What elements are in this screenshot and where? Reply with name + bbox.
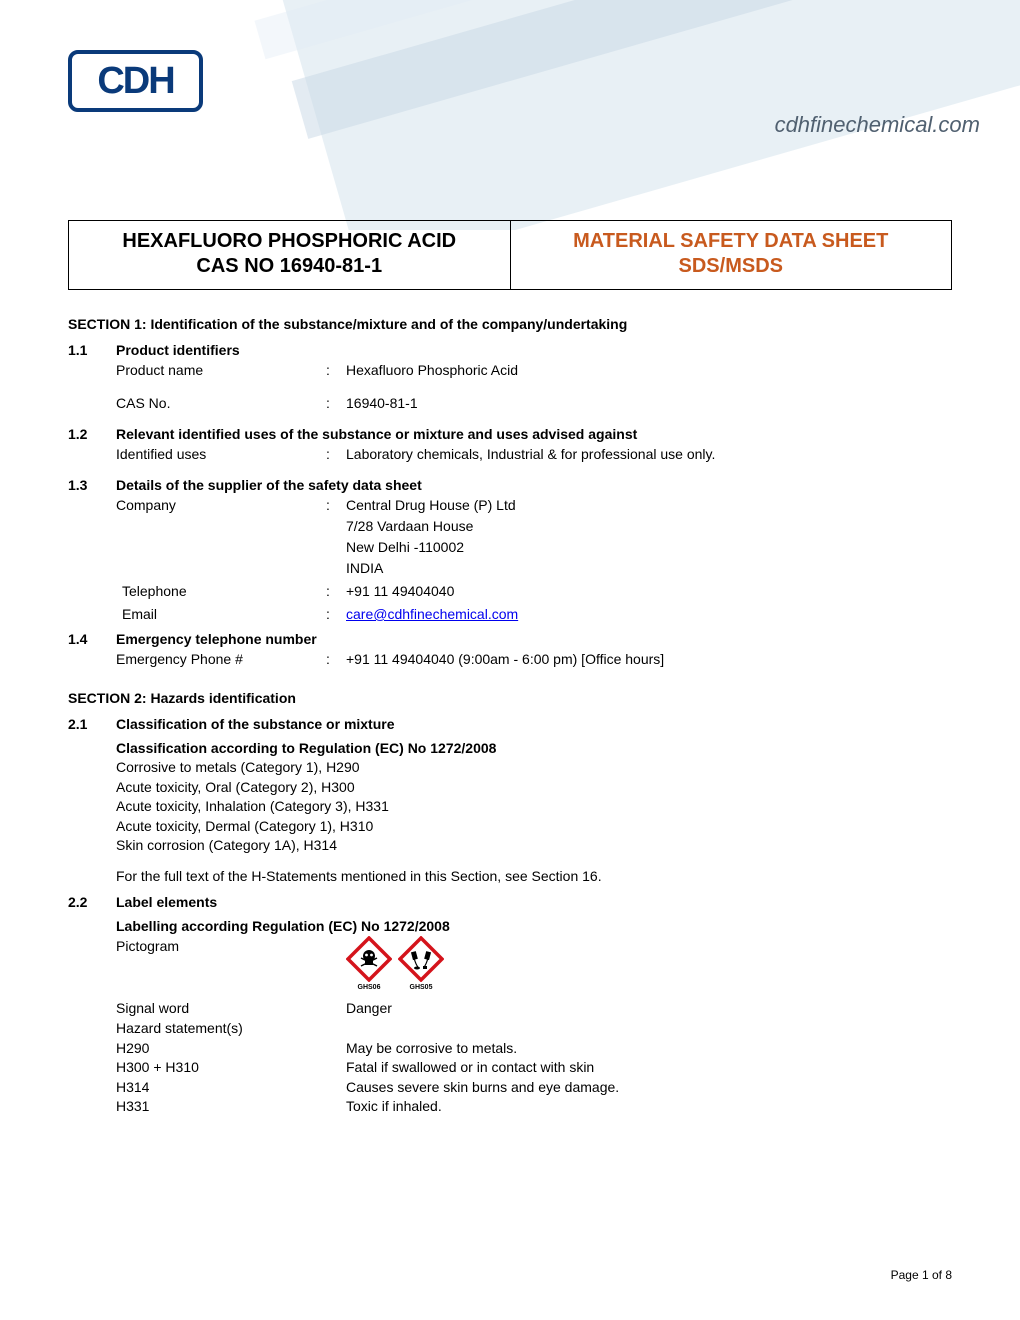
subsection-title: Classification of the substance or mixtu… xyxy=(116,716,952,732)
title-box: HEXAFLUORO PHOSPHORIC ACID CAS NO 16940-… xyxy=(68,220,952,290)
signal-word-value: Danger xyxy=(346,999,952,1019)
identified-uses-label: Identified uses xyxy=(116,444,326,465)
hazard-statement-row: H300 + H310Fatal if swallowed or in cont… xyxy=(116,1058,952,1078)
product-title-line1: HEXAFLUORO PHOSPHORIC ACID xyxy=(75,229,504,254)
subsection-title: Product identifiers xyxy=(116,342,952,358)
colon: : xyxy=(326,604,346,625)
colon: : xyxy=(326,393,346,414)
subsection-number: 1.3 xyxy=(68,477,116,627)
document-content: HEXAFLUORO PHOSPHORIC ACID CAS NO 16940-… xyxy=(0,0,1020,1117)
section2-heading: SECTION 2: Hazards identification xyxy=(68,690,952,706)
subsection-title: Emergency telephone number xyxy=(116,631,952,647)
company-value: Central Drug House (P) Ltd 7/28 Vardaan … xyxy=(346,495,952,579)
h-statement-note: For the full text of the H-Statements me… xyxy=(116,868,952,884)
cas-value: 16940-81-1 xyxy=(346,393,952,414)
hazard-code: H314 xyxy=(116,1078,346,1098)
product-name-label: Product name xyxy=(116,360,326,381)
page-footer: Page 1 of 8 xyxy=(891,1268,952,1282)
classifications-list: Corrosive to metals (Category 1), H290Ac… xyxy=(116,758,952,856)
msds-title-line2: SDS/MSDS xyxy=(517,254,946,279)
hazard-text: Causes severe skin burns and eye damage. xyxy=(346,1078,952,1098)
pictograms: GHS06 GHS05 xyxy=(346,936,952,994)
hazard-statements-list: H290May be corrosive to metals.H300 + H3… xyxy=(116,1039,952,1117)
classification-item: Skin corrosion (Category 1A), H314 xyxy=(116,836,952,856)
hazard-text: Toxic if inhaled. xyxy=(346,1097,952,1117)
product-title-line2: CAS NO 16940-81-1 xyxy=(75,254,504,279)
signal-word-label: Signal word xyxy=(116,999,346,1019)
telephone-value: +91 11 49404040 xyxy=(346,581,952,602)
company-label: Company xyxy=(116,495,326,579)
emergency-phone-value: +91 11 49404040 (9:00am - 6:00 pm) [Offi… xyxy=(346,649,952,670)
msds-title-line1: MATERIAL SAFETY DATA SHEET xyxy=(517,229,946,254)
hazard-code: H331 xyxy=(116,1097,346,1117)
cas-label: CAS No. xyxy=(116,393,326,414)
emergency-phone-label: Emergency Phone # xyxy=(116,649,326,670)
hazard-statement-row: H314Causes severe skin burns and eye dam… xyxy=(116,1078,952,1098)
title-left: HEXAFLUORO PHOSPHORIC ACID CAS NO 16940-… xyxy=(69,221,511,289)
subsection-number: 1.4 xyxy=(68,631,116,672)
subsection-number: 2.1 xyxy=(68,716,116,884)
ghs-pictogram: GHS05 xyxy=(398,936,444,994)
telephone-label: Telephone xyxy=(116,581,326,602)
section-2-2: 2.2 Label elements Labelling according R… xyxy=(68,894,952,1117)
colon: : xyxy=(326,581,346,602)
section-2-1: 2.1 Classification of the substance or m… xyxy=(68,716,952,884)
pictogram-code: GHS05 xyxy=(410,983,433,994)
classification-item: Acute toxicity, Dermal (Category 1), H31… xyxy=(116,817,952,837)
colon: : xyxy=(326,495,346,579)
ghs-pictogram: GHS06 xyxy=(346,936,392,994)
subsection-title: Details of the supplier of the safety da… xyxy=(116,477,952,493)
hazard-statement-row: H331Toxic if inhaled. xyxy=(116,1097,952,1117)
product-name-value: Hexafluoro Phosphoric Acid xyxy=(346,360,952,381)
subsection-title: Relevant identified uses of the substanc… xyxy=(116,426,952,442)
colon: : xyxy=(326,360,346,381)
section1-heading: SECTION 1: Identification of the substan… xyxy=(68,316,952,332)
hazard-statements-label: Hazard statement(s) xyxy=(116,1019,346,1039)
hazard-text: May be corrosive to metals. xyxy=(346,1039,952,1059)
hazard-text: Fatal if swallowed or in contact with sk… xyxy=(346,1058,952,1078)
section-1-3: 1.3 Details of the supplier of the safet… xyxy=(68,477,952,627)
subsection-number: 1.2 xyxy=(68,426,116,467)
hazard-statement-row: H290May be corrosive to metals. xyxy=(116,1039,952,1059)
colon: : xyxy=(326,649,346,670)
subsection-title: Label elements xyxy=(116,894,952,910)
email-label: Email xyxy=(116,604,326,625)
hazard-code: H300 + H310 xyxy=(116,1058,346,1078)
labelling-heading: Labelling according Regulation (EC) No 1… xyxy=(116,918,952,934)
section-1-2: 1.2 Relevant identified uses of the subs… xyxy=(68,426,952,467)
title-right: MATERIAL SAFETY DATA SHEET SDS/MSDS xyxy=(511,221,952,289)
email-link[interactable]: care@cdhfinechemical.com xyxy=(346,606,518,622)
classification-item: Corrosive to metals (Category 1), H290 xyxy=(116,758,952,778)
hazard-code: H290 xyxy=(116,1039,346,1059)
section-1-1: 1.1 Product identifiers Product name : H… xyxy=(68,342,952,416)
pictogram-label: Pictogram xyxy=(116,936,346,957)
classification-heading: Classification according to Regulation (… xyxy=(116,740,952,756)
identified-uses-value: Laboratory chemicals, Industrial & for p… xyxy=(346,444,952,465)
subsection-number: 1.1 xyxy=(68,342,116,416)
section-1-4: 1.4 Emergency telephone number Emergency… xyxy=(68,631,952,672)
classification-item: Acute toxicity, Oral (Category 2), H300 xyxy=(116,778,952,798)
colon: : xyxy=(326,444,346,465)
subsection-number: 2.2 xyxy=(68,894,116,1117)
pictogram-code: GHS06 xyxy=(358,983,381,994)
classification-item: Acute toxicity, Inhalation (Category 3),… xyxy=(116,797,952,817)
